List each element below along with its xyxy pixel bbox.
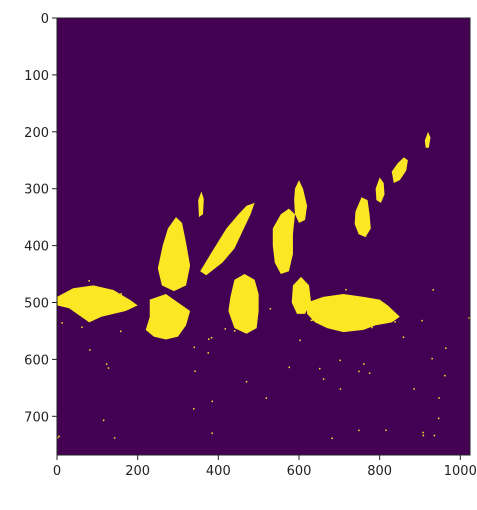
heatmap-speck [107,367,110,369]
heatmap-speck [310,319,313,322]
y-tick-label: 300 [24,183,49,198]
heatmap-speck [207,338,210,340]
y-tick-label: 100 [24,69,49,84]
heatmap-speck [193,408,195,410]
heatmap-speck [231,312,233,315]
heatmap-region-bird-right-standing [354,197,371,238]
heatmap-speck [358,429,360,432]
heatmap-speck [331,437,333,440]
heatmap-region-bird-back-small [294,180,308,223]
heatmap-region-speck-top-right [424,131,431,148]
heatmap-speck [211,432,213,434]
heatmap-speck [413,388,415,390]
heatmap-speck [422,434,425,437]
heatmap-speck [210,336,213,339]
heatmap-speck [61,322,63,324]
heatmap-speck [438,397,440,399]
heatmap-speck [394,321,396,323]
heatmap-speck [193,346,196,349]
heatmap-speck [194,370,196,373]
heatmap-speck [58,435,60,438]
heatmap-speck [358,370,360,373]
y-tick-label: 500 [24,297,49,312]
heatmap-region-bird-center [228,274,259,334]
heatmap-speck [340,320,343,322]
heatmap-speck [421,319,423,322]
heatmap-speck [265,397,268,399]
heatmap-speck [81,326,83,328]
heatmap-speck [269,308,272,310]
heatmap-speck [176,315,178,318]
heatmap-speck [105,363,108,365]
x-tick-label: 800 [367,464,392,479]
heatmap-speck [445,347,447,349]
heatmap-speck [311,319,314,321]
heatmap-speck [368,372,371,374]
y-axis: 0 100 200 300 400 500 600 700 [24,12,57,425]
heatmap-region-bird-pecking-right-head [291,276,312,314]
heatmap-background [57,18,470,455]
heatmap-speck [349,322,351,325]
y-tick-label: 400 [24,240,49,255]
y-tick-label: 0 [41,12,49,27]
heatmap-speck [211,400,214,403]
x-tick-label: 1000 [444,464,477,479]
heatmap-region-bird-far-left [57,285,138,323]
heatmap-region-bird-pecking-right [307,293,400,333]
heatmap-region-bird-far-right-1 [375,177,385,203]
heatmap-region-bird-front-center-left [145,293,191,340]
heatmap-speck [102,419,105,422]
heatmap-speck [288,366,291,369]
y-tick-label: 700 [24,410,49,425]
heatmap-speck [120,330,122,333]
heatmap-speck [318,367,321,370]
heatmap-speck [120,293,122,295]
heatmap-speck [113,437,116,439]
heatmap-speck [345,288,347,291]
heatmap-speck [339,359,341,362]
heatmap-speck [437,417,440,420]
heatmap-speck [233,330,236,332]
heatmap-speck [371,326,373,329]
heatmap-region-bird-upright-center [157,217,191,292]
heatmap-speck [385,429,387,432]
heatmap-speck [432,289,434,291]
heatmap-speck [363,363,365,365]
x-tick-label: 200 [125,464,150,479]
heatmap-region-bird-center-right-tall [272,208,295,275]
heatmap-speck [422,431,424,434]
heatmap-speck [433,434,436,437]
heatmap-speck [245,380,248,383]
y-tick-label: 600 [24,353,49,368]
heatmap-region-speck-mid [198,191,204,218]
heatmap-speck [57,436,59,439]
heatmap-speck [468,317,470,319]
heatmap-region-bird-far-right-2 [391,157,408,184]
plot-frame [56,17,471,456]
x-tick-label: 400 [206,464,231,479]
x-tick-label: 600 [287,464,312,479]
heatmap-speck [339,388,342,390]
x-tick-label: 0 [53,464,61,479]
heatmap-speck [224,328,227,330]
heatmap-speck [299,339,301,342]
x-axis: 0 200 400 600 800 1000 [53,455,477,479]
heatmap-speck [402,336,405,338]
heatmap-speck [88,280,90,282]
heatmap-region-bird-diagonal-left [200,202,255,276]
y-tick-label: 200 [24,126,49,141]
heatmap-speck [207,352,210,354]
heatmap-speck [431,357,433,360]
heatmap-speck [444,374,446,377]
heatmap-speck [322,378,325,380]
heatmap-regions [57,131,470,440]
heatmap-speck [89,349,91,351]
heatmap-speck [318,304,320,306]
